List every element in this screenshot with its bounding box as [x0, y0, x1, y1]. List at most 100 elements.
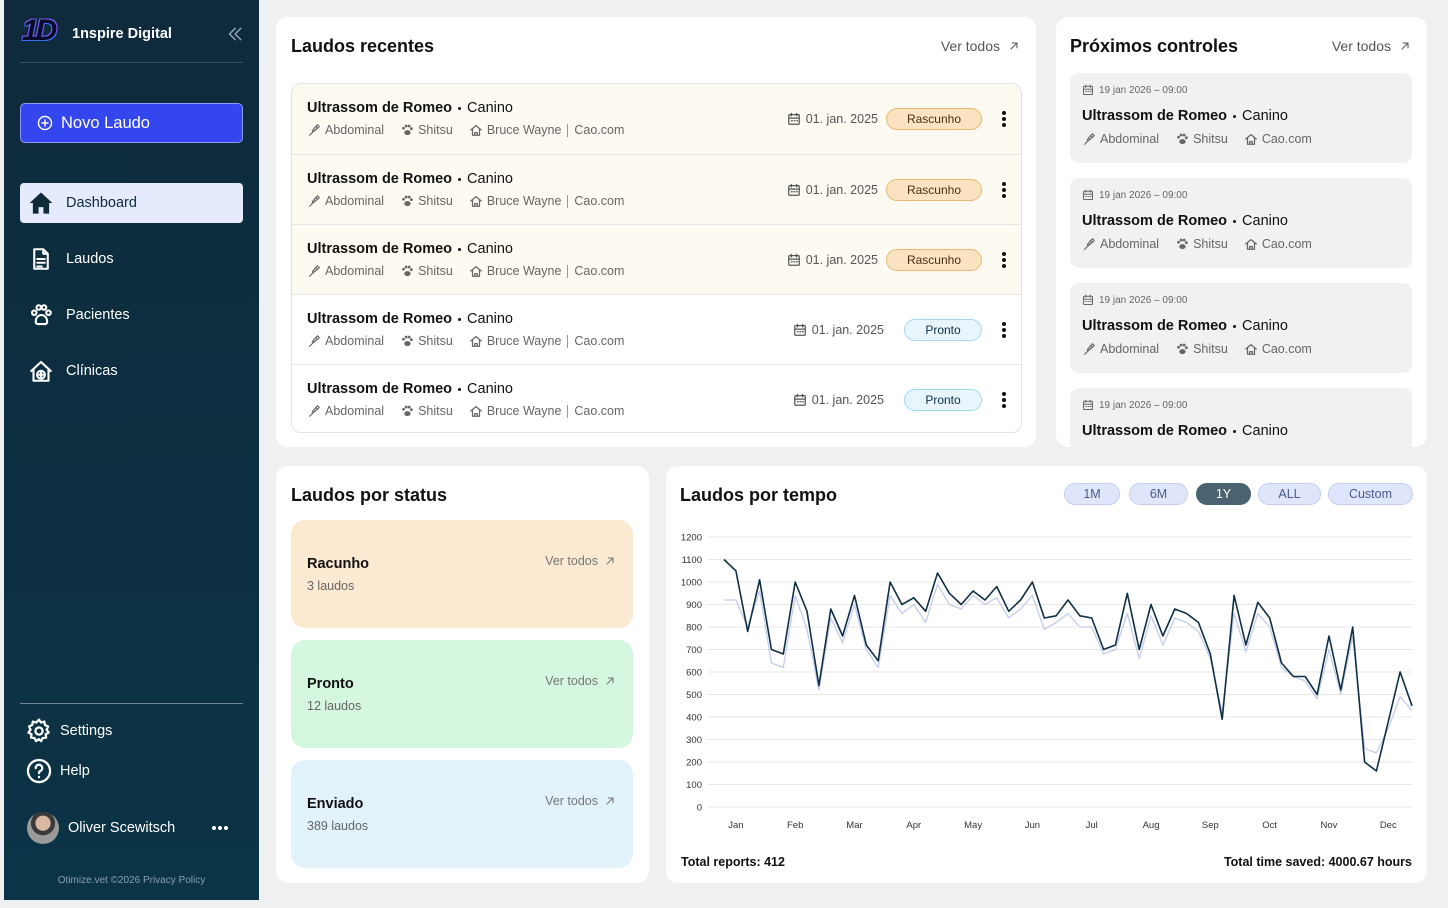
- series-line: [723, 558, 1413, 772]
- icon-shape: [787, 183, 800, 193]
- icon: [307, 123, 321, 137]
- icon[interactable]: [211, 825, 229, 831]
- icon-shape: [1002, 404, 1006, 408]
- meta-item: Abdominal: [307, 123, 384, 137]
- upcoming-item[interactable]: 19 jan 2026 – 09:00 Ultrassom de Romeo Can…: [1070, 73, 1412, 163]
- see-all[interactable]: Ver todos: [545, 674, 616, 688]
- see-all[interactable]: Ver todos: [545, 794, 616, 808]
- new-button[interactable]: Novo Laudo: [20, 103, 243, 143]
- species: Canino: [1242, 423, 1288, 439]
- icon: [307, 194, 321, 208]
- icon-shape: [1002, 194, 1006, 198]
- icon[interactable]: [999, 251, 1009, 269]
- status-tile[interactable]: Racunho 3 laudos Ver todos: [291, 520, 633, 628]
- meta-text: Bruce Wayne: [486, 334, 562, 348]
- icon: [1399, 40, 1411, 52]
- y-tick-label: 0: [697, 803, 702, 814]
- icon-shape: [40, 304, 48, 311]
- range-button[interactable]: ALL: [1258, 483, 1321, 505]
- divider: [20, 62, 243, 63]
- icon-shape: [404, 405, 408, 409]
- recent-row[interactable]: Ultrassom de Romeo Canino Abdominal Shitsu B…: [292, 154, 1021, 224]
- nav-item[interactable]: Help: [26, 756, 90, 786]
- nav-item[interactable]: Clínicas: [20, 351, 243, 391]
- range-button[interactable]: 6M: [1129, 483, 1188, 505]
- meta-item: Cao.com: [1244, 132, 1312, 146]
- icon-shape: [1084, 343, 1095, 355]
- icon[interactable]: [999, 181, 1009, 199]
- icon-shape: [309, 124, 320, 136]
- see-all[interactable]: Ver todos: [545, 554, 616, 568]
- icon[interactable]: [999, 391, 1009, 409]
- status-badge: Rascunho: [886, 179, 982, 201]
- icon-shape: [402, 267, 405, 271]
- logo: 1D: [22, 14, 57, 47]
- nav-item[interactable]: Settings: [26, 716, 112, 746]
- meta-item: Abdominal: [307, 264, 384, 278]
- icon[interactable]: [999, 110, 1009, 128]
- icon-shape: [787, 255, 800, 266]
- icon-shape: [1082, 399, 1094, 411]
- upcoming-item[interactable]: 19 jan 2026 – 09:00 Ultrassom de Romeo Can…: [1070, 178, 1412, 268]
- icon-shape: [1082, 85, 1094, 96]
- meta: Abdominal Shitsu Bruce Wayne Cao.com: [307, 194, 1021, 208]
- icon-shape: [309, 265, 320, 277]
- range-button[interactable]: 1Y: [1196, 483, 1251, 505]
- range-button[interactable]: Custom: [1328, 483, 1413, 505]
- icon-shape: [1179, 343, 1183, 347]
- icon-shape: [1002, 328, 1006, 332]
- status-tile[interactable]: Pronto 12 laudos Ver todos: [291, 640, 633, 748]
- icon-shape: [787, 253, 800, 266]
- icon[interactable]: [999, 321, 1009, 339]
- icon-shape: [37, 115, 53, 131]
- meta-text: Bruce Wayne: [486, 264, 562, 278]
- upcoming-item[interactable]: 19 jan 2026 – 09:00 Ultrassom de Romeo Can…: [1070, 283, 1412, 373]
- series-line: [724, 583, 1413, 754]
- icon-shape: [1401, 42, 1409, 50]
- icon-shape: [402, 124, 413, 136]
- icon-shape: [404, 201, 411, 207]
- datetime: 19 jan 2026 – 09:00: [1082, 399, 1400, 411]
- status-tile[interactable]: Enviado 389 laudos Ver todos: [291, 760, 633, 868]
- x-tick-label: May: [964, 820, 982, 831]
- status-badge: Pronto: [904, 319, 982, 341]
- icon-shape: [1002, 188, 1006, 192]
- y-tick-label: 1000: [681, 578, 702, 589]
- recent-row[interactable]: Ultrassom de Romeo Canino Abdominal Shitsu B…: [292, 84, 1021, 154]
- recent-row[interactable]: Ultrassom de Romeo Canino Abdominal Shitsu B…: [292, 294, 1021, 364]
- recent-row[interactable]: Ultrassom de Romeo Canino Abdominal Shitsu B…: [292, 224, 1021, 294]
- meta-item: Bruce Wayne Cao.com: [469, 264, 624, 278]
- status-name: Pronto: [307, 676, 354, 692]
- total-reports: Total reports: 412: [681, 855, 785, 869]
- recent-card: Laudos recentes Ver todos Ultrassom de Rom…: [276, 17, 1036, 447]
- icon-shape: [1084, 133, 1095, 145]
- item-title: Ultrassom de Romeo Canino: [1082, 108, 1400, 124]
- species: Canino: [467, 241, 513, 257]
- y-tick-label: 800: [686, 623, 702, 634]
- icon-shape: [29, 192, 53, 214]
- icon-shape: [45, 309, 52, 317]
- icon-shape: [410, 268, 413, 272]
- icon-shape: [41, 119, 49, 127]
- recent-row[interactable]: Ultrassom de Romeo Canino Abdominal Shitsu B…: [292, 364, 1021, 432]
- see-all[interactable]: Ver todos: [941, 38, 1020, 54]
- footer: Otimize.vet ©2026 Privacy Policy: [57, 875, 206, 886]
- see-all[interactable]: Ver todos: [1332, 38, 1411, 54]
- icon-shape: [1002, 322, 1006, 338]
- exam-title: Ultrassom de Romeo: [1082, 423, 1228, 439]
- icon: [400, 123, 414, 137]
- meta-text: Abdominal: [325, 264, 385, 278]
- icon[interactable]: [225, 25, 243, 43]
- icon-shape: [309, 265, 320, 277]
- range-button[interactable]: 1M: [1064, 483, 1120, 505]
- bullet: [1233, 429, 1237, 433]
- card-title: Próximos controles: [1070, 36, 1239, 56]
- meta-item: Shitsu: [400, 123, 453, 137]
- upcoming-item[interactable]: 19 jan 2026 – 09:00 Ultrassom de Romeo Can…: [1070, 388, 1412, 447]
- x-tick-label: Jan: [728, 820, 743, 831]
- nav-item[interactable]: Laudos: [20, 239, 243, 279]
- nav-item[interactable]: Pacientes: [20, 295, 243, 335]
- exam-title: Ultrassom de Romeo: [1082, 213, 1228, 229]
- date: 01. jan. 2025: [787, 112, 878, 126]
- nav-item[interactable]: Dashboard: [20, 183, 243, 223]
